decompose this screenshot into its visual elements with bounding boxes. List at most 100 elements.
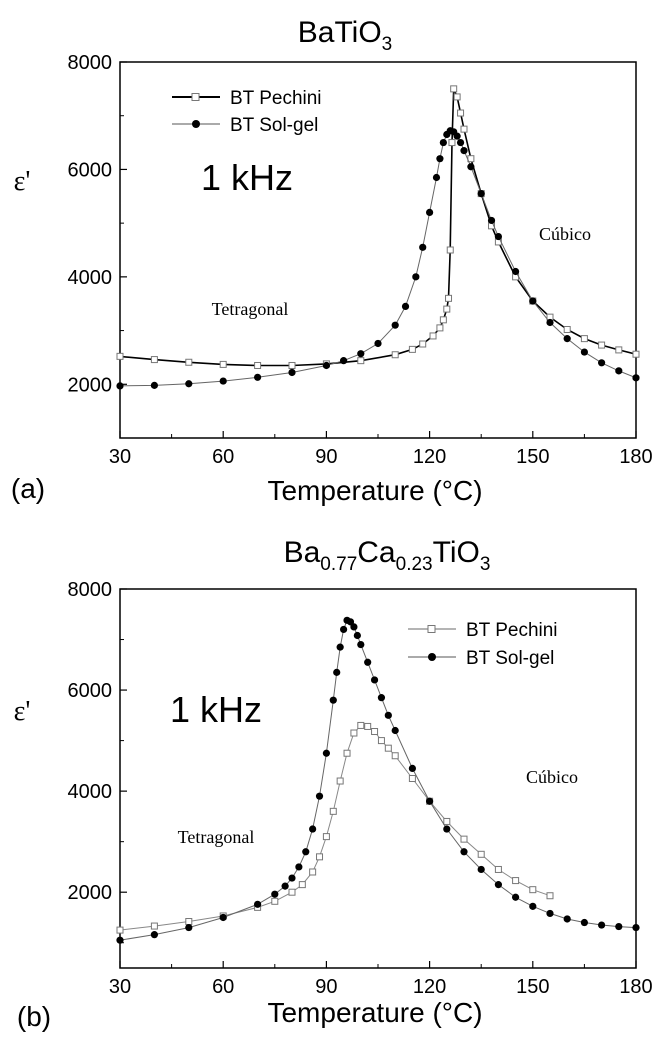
chart-a-point-solgel (563, 335, 571, 343)
chart-a-frequency-label: 1 kHz (201, 157, 293, 198)
chart-a-point-pechini (419, 340, 427, 348)
chart-a-point-pechini (563, 325, 571, 333)
chart-b-point-solgel (116, 936, 124, 944)
chart-b-point-solgel (295, 863, 303, 871)
chart-a-legend-label: BT Pechini (230, 88, 322, 109)
chart-a-point-solgel (426, 208, 434, 216)
chart-b-xtick-label: 60 (212, 976, 234, 998)
chart-b-point-solgel (281, 882, 289, 890)
chart-a-point-solgel (150, 381, 158, 389)
chart-b-cubic-label: Cúbico (526, 767, 578, 787)
chart-b-point-pechini (494, 865, 502, 873)
chart-b-point-pechini (150, 922, 158, 930)
chart-b-point-solgel (302, 848, 310, 856)
chart-b-point-pechini (512, 877, 520, 885)
chart-a-point-pechini (185, 358, 193, 366)
chart-a-point-solgel (456, 138, 465, 147)
chart-a-point-solgel (185, 380, 193, 388)
chart-a-ytick-label: 6000 (68, 159, 113, 181)
chart-a-point-solgel (598, 359, 606, 367)
chart-b-point-pechini (377, 737, 385, 745)
chart-a-xtick-label: 90 (315, 446, 337, 468)
chart-b-xlabel: Temperature (°C) (267, 997, 482, 1028)
chart-b-point-pechini (357, 721, 365, 729)
chart-a-xlabel: Temperature (°C) (267, 475, 482, 506)
chart-b-xtick-label: 120 (413, 976, 446, 998)
chart-a-xtick-label: 60 (212, 446, 234, 468)
chart-b-point-solgel (563, 915, 571, 923)
chart-b-point-pechini (408, 775, 416, 782)
chart-b-point-pechini (546, 892, 554, 900)
chart-b-point-pechini (384, 744, 392, 752)
chart-a-point-solgel (412, 273, 420, 281)
chart-b-point-pechini (391, 752, 399, 760)
chart-b-point-solgel (580, 918, 589, 927)
chart-a-point-pechini (357, 357, 365, 365)
chart-a-point-solgel (487, 216, 496, 225)
chart-a-legend-marker-solgel (192, 120, 200, 128)
chart-b-ytick-label: 2000 (68, 882, 113, 904)
chart-a-point-solgel (529, 297, 537, 305)
chart-a-ytick-label: 8000 (68, 52, 113, 74)
chart-a-cubic-label: Cúbico (539, 224, 591, 244)
chart-b-point-pechini (329, 807, 337, 815)
chart-a-ylabel: ε' (14, 166, 31, 197)
chart-b-title: Ba0.77Ca0.23TiO3 (284, 536, 491, 575)
chart-a-ytick-label: 4000 (68, 267, 113, 289)
chart-a-legend-label: BT Sol-gel (230, 115, 318, 136)
chart-b-point-solgel (384, 711, 392, 719)
panel-a: BaTiO3 ε' Temperature (°C) (a) 1 kHz Tet… (11, 16, 653, 506)
chart-b-point-solgel (254, 900, 262, 908)
chart-a-point-solgel (477, 190, 485, 198)
chart-a-point-pechini (632, 350, 640, 358)
chart-a-point-solgel (288, 368, 296, 377)
chart-b-point-pechini (350, 729, 358, 737)
chart-a-legend-marker-pechini (191, 93, 200, 101)
chart-a-point-solgel (494, 232, 502, 241)
chart-b-point-solgel (309, 825, 317, 833)
chart-b-point-pechini (116, 926, 124, 934)
chart-b-point-solgel (615, 922, 623, 931)
chart-b-point-solgel (150, 931, 158, 939)
chart-a-point-solgel (116, 382, 124, 390)
chart-a-xtick-label: 150 (516, 446, 549, 468)
chart-a-point-pechini (457, 109, 465, 117)
chart-b-point-solgel (494, 881, 502, 889)
chart-a-xtick-label: 120 (413, 446, 446, 468)
chart-b-ytick-label: 4000 (68, 781, 113, 803)
chart-a-point-pechini (429, 332, 437, 340)
chart-a-xtick-label: 30 (109, 446, 131, 468)
chart-a-title: BaTiO3 (298, 16, 392, 55)
chart-b-point-pechini (364, 722, 372, 730)
chart-b-point-pechini (298, 881, 306, 889)
chart-b-point-pechini (185, 918, 193, 926)
chart-b-point-pechini (336, 777, 344, 785)
chart-b-point-solgel (632, 923, 640, 932)
chart-a-point-pechini (450, 85, 458, 93)
chart-b-point-solgel (322, 749, 330, 757)
chart-b-point-pechini (460, 835, 468, 843)
chart-a-point-pechini (453, 93, 461, 101)
chart-b-point-pechini (271, 897, 279, 905)
chart-a-point-pechini (408, 345, 416, 353)
chart-b-point-pechini (371, 728, 379, 736)
chart-b-point-solgel (288, 874, 296, 882)
chart-b-point-pechini (316, 853, 324, 861)
chart-b-point-solgel (477, 865, 485, 874)
chart-a-point-pechini (150, 356, 158, 364)
chart-a-point-solgel (439, 138, 447, 147)
chart-b-point-pechini (322, 833, 330, 841)
chart-a-series-line-pechini (119, 88, 637, 367)
chart-b-tetragonal-label: Tetragonal (178, 827, 255, 847)
chart-a-point-pechini (219, 360, 227, 368)
chart-a-panel-label: (a) (11, 473, 45, 504)
chart-b-legend-marker-solgel (428, 653, 436, 661)
chart-b-point-solgel (377, 694, 386, 702)
chart-b-xtick-label: 180 (619, 976, 652, 998)
chart-b-point-solgel (340, 625, 348, 634)
chart-a-point-pechini (446, 246, 454, 254)
chart-a-point-solgel (219, 377, 227, 385)
chart-b-ytick-label: 8000 (68, 579, 113, 601)
chart-a-point-solgel (374, 339, 382, 348)
